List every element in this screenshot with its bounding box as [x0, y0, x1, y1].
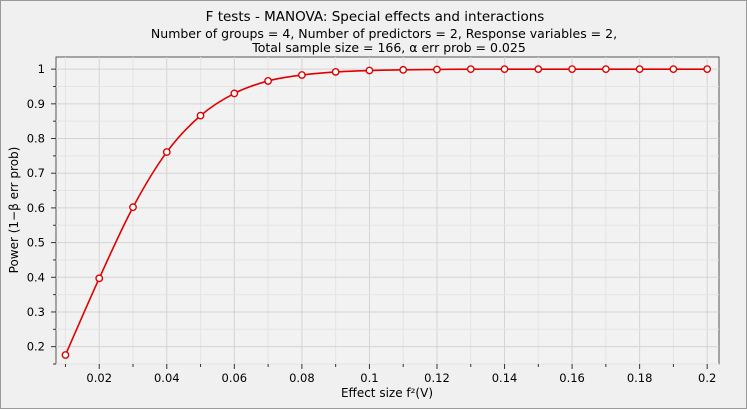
data-point	[399, 65, 408, 74]
y-tick-label: 0.3	[27, 305, 45, 319]
data-point	[196, 111, 205, 120]
y-tick-label: 0.5	[27, 236, 45, 250]
data-point	[568, 65, 576, 74]
x-tick-label: 0.04	[154, 371, 180, 385]
data-point	[230, 89, 239, 98]
chart-subtitle-line-2: Total sample size = 166, α err prob = 0.…	[251, 40, 526, 55]
x-tick-label: 0.18	[627, 371, 653, 385]
chart-title: F tests - MANOVA: Special effects and in…	[206, 9, 545, 25]
data-point	[635, 65, 644, 74]
y-tick-label: 0.4	[27, 270, 45, 284]
data-point	[331, 68, 340, 76]
x-tick-label: 0.08	[289, 371, 315, 385]
x-tick-label: 0.14	[492, 371, 518, 385]
data-point	[669, 65, 678, 74]
data-point	[365, 66, 374, 75]
y-tick-label: 0.7	[27, 166, 45, 180]
data-point	[95, 274, 104, 283]
x-axis-ticks: 0.02 0.04 0.06 0.08 0.1 0.12 0.14 0.16 0.18 0.2	[64, 364, 716, 385]
data-point	[129, 203, 137, 212]
y-tick-label: 1	[38, 62, 45, 76]
series-group	[61, 65, 712, 359]
y-tick-label: 0.6	[27, 201, 45, 215]
y-tick-label: 0.9	[27, 97, 45, 111]
x-tick-label: 0.06	[222, 371, 248, 385]
y-axis-ticks: 0.2 0.3 0.4 0.5 0.6 0.7 0.8 0.9 1	[27, 62, 56, 365]
data-point	[500, 65, 509, 74]
x-tick-label: 0.02	[86, 371, 112, 385]
x-axis-label: Effect size f²(V)	[341, 386, 433, 400]
plot-area	[55, 56, 720, 365]
data-point	[601, 65, 610, 74]
data-point	[162, 148, 171, 156]
data-point	[534, 65, 543, 74]
y-tick-label: 0.8	[27, 132, 45, 146]
data-point	[466, 65, 475, 74]
data-point	[703, 65, 712, 74]
x-tick-label: 0.12	[424, 371, 450, 385]
x-tick-label: 0.16	[559, 371, 585, 385]
x-tick-label: 0.1	[360, 371, 378, 385]
y-axis-label: Power (1−β err prob)	[7, 147, 21, 274]
y-tick-label: 0.2	[27, 340, 45, 354]
chart-subtitle-line-1: Number of groups = 4, Number of predicto…	[151, 26, 617, 41]
power-curve-line	[64, 68, 708, 356]
data-point	[297, 71, 306, 79]
data-point	[433, 65, 441, 74]
data-point	[61, 351, 70, 359]
data-point	[264, 77, 273, 85]
x-tick-label: 0.2	[698, 371, 716, 385]
